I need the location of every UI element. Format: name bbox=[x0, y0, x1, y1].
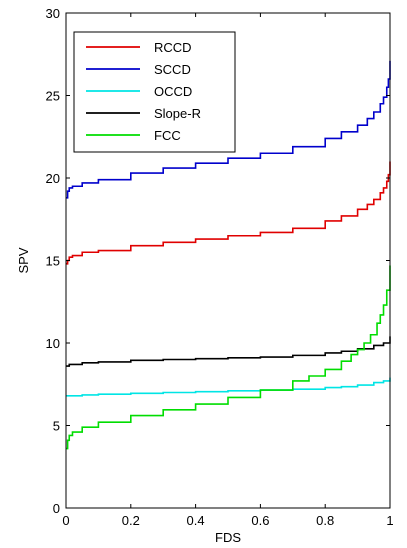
y-tick-label: 15 bbox=[46, 254, 60, 269]
x-axis-label: FDS bbox=[215, 530, 241, 545]
series-line-slope-r bbox=[66, 336, 391, 367]
legend-label: FCC bbox=[154, 128, 181, 143]
y-tick-label: 5 bbox=[53, 419, 60, 434]
series-line-sccd bbox=[66, 60, 391, 199]
x-tick-label: 0 bbox=[62, 513, 69, 528]
legend-label: Slope-R bbox=[154, 106, 201, 121]
x-tick-label: 1 bbox=[386, 513, 393, 528]
series-layer bbox=[66, 60, 391, 450]
series-line-rccd bbox=[66, 161, 391, 265]
legend-box bbox=[73, 31, 236, 153]
y-axis-label: SPV bbox=[16, 247, 31, 273]
y-tick-label: 0 bbox=[53, 501, 60, 516]
series-line-fcc bbox=[66, 265, 391, 450]
x-tick-label: 0.4 bbox=[187, 513, 205, 528]
x-tick-label: 0.6 bbox=[251, 513, 269, 528]
legend: RCCD SCCD OCCD Slope-R FCC bbox=[73, 31, 236, 153]
legend-label: RCCD bbox=[154, 40, 192, 55]
x-tick-label: 0.8 bbox=[316, 513, 334, 528]
y-tick-label: 25 bbox=[46, 89, 60, 104]
y-tick-label: 20 bbox=[46, 171, 60, 186]
legend-label: OCCD bbox=[154, 84, 192, 99]
x-tick-label: 0.2 bbox=[122, 513, 140, 528]
legend-label: SCCD bbox=[154, 62, 191, 77]
y-tick-label: 30 bbox=[46, 6, 60, 21]
y-tick-label: 10 bbox=[46, 336, 60, 351]
